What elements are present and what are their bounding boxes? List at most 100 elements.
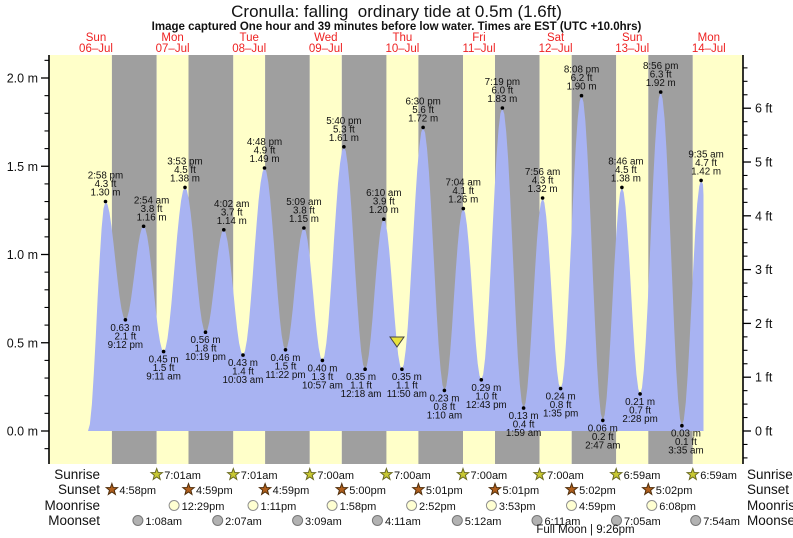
- low-tide-label: 0.56 m: [191, 335, 221, 346]
- moonset-row-label-left: Moonset: [48, 513, 100, 528]
- full-moon-note: Full Moon | 9:26pm: [536, 524, 635, 536]
- high-tide-label: 1.26 m: [448, 195, 478, 206]
- day-label: Wed: [314, 32, 337, 44]
- high-tide-label: 5:40 pm: [326, 116, 361, 127]
- day-label: Sun: [86, 32, 106, 44]
- high-tide-label: 1.61 m: [329, 133, 359, 144]
- sunrise-time: 7:00am: [547, 470, 584, 482]
- low-tide-label: 1.8 ft: [195, 344, 217, 355]
- moonset-icon: [132, 515, 144, 526]
- low-tide-label: 10:19 pm: [185, 352, 226, 363]
- sun-moon-rows: 7:01am 7:01am 7:00am 7:00am 7:00am 7:00am 6:59…: [104, 467, 740, 528]
- sunrise-icon: [379, 467, 394, 481]
- tide-point: [222, 228, 226, 232]
- low-tide-label: 1.0 ft: [475, 391, 497, 402]
- sunrise-row-label-right: Sunrise: [747, 467, 793, 482]
- low-tide-label: 10:57 am: [302, 380, 343, 391]
- tide-point: [283, 348, 288, 352]
- moonset-time: 5:12am: [465, 516, 502, 528]
- high-tide-label: 5.6 ft: [412, 105, 434, 116]
- y-axis-ft-label: 3 ft: [755, 263, 773, 277]
- high-tide-label: 4.7 ft: [695, 158, 717, 169]
- high-tide-label: 1.42 m: [691, 166, 721, 177]
- moonset-time: 7:05am: [624, 516, 661, 528]
- high-tide-label: 3.9 ft: [373, 197, 395, 208]
- low-tide-label: 1:35 pm: [543, 409, 578, 420]
- sunset-time: 5:01pm: [503, 485, 540, 497]
- high-tide-label: 6.2 ft: [571, 73, 593, 84]
- day-label: Mon: [698, 32, 720, 44]
- day-label: Thu: [392, 32, 412, 44]
- tide-points: 2:58 pm4.3 ft1.30 m0.63 m2.1 ft9:12 pm2:…: [88, 61, 724, 457]
- moonrise-icon: [168, 500, 180, 511]
- low-tide-label: 11:22 pm: [265, 370, 305, 381]
- date-label: 14–Jul: [692, 43, 726, 55]
- moonrise-icon: [646, 500, 658, 511]
- tide-point: [183, 185, 187, 190]
- moonrise-time: 1:58pm: [340, 501, 377, 513]
- low-tide-label: 0.35 m: [392, 372, 422, 383]
- low-tide-label: 0.13 m: [509, 411, 539, 422]
- sunrise-icon: [149, 467, 164, 481]
- low-tide-label: 11:50 am: [387, 389, 427, 400]
- high-tide-label: 1.38 m: [611, 173, 641, 184]
- high-tide-label: 1.20 m: [369, 205, 399, 216]
- sunset-time: 5:01pm: [426, 485, 463, 497]
- sunset-time: 4:58pm: [119, 485, 156, 497]
- y-axis-m-label: 1.0 m: [7, 248, 38, 262]
- low-tide-label: 0.63 m: [110, 323, 140, 334]
- tide-point: [302, 226, 306, 230]
- y-axis-m-label: 2.0 m: [7, 72, 38, 86]
- sunset-icon: [411, 482, 426, 496]
- high-tide-label: 1.72 m: [408, 113, 438, 124]
- tide-point: [203, 330, 208, 335]
- y-axis-ft-label: 1 ft: [755, 371, 773, 385]
- tide-point: [620, 185, 624, 190]
- date-label: 10–Jul: [385, 43, 419, 55]
- sunset-icon: [334, 482, 349, 496]
- tide-point: [161, 349, 166, 354]
- high-tide-label: 1.38 m: [170, 173, 200, 184]
- moonrise-time: 12:29pm: [182, 501, 225, 513]
- tide-point: [421, 125, 425, 130]
- high-tide-label: 4.3 ft: [95, 179, 117, 190]
- tide-point: [262, 166, 267, 170]
- high-tide-label: 1.14 m: [217, 216, 247, 227]
- high-tide-label: 6.3 ft: [650, 70, 672, 81]
- tide-point: [540, 196, 545, 200]
- low-tide-label: 0.03 m: [671, 429, 701, 440]
- high-tide-label: 3:53 pm: [167, 156, 202, 167]
- high-tide-label: 9:35 am: [688, 149, 723, 160]
- sunrise-time: 7:00am: [471, 470, 508, 482]
- low-tide-label: 2:47 am: [585, 440, 620, 451]
- low-tide-label: 0.45 m: [149, 355, 179, 366]
- tide-point: [442, 388, 447, 393]
- moonrise-time: 1:11pm: [260, 501, 296, 513]
- tide-point: [500, 106, 505, 110]
- low-tide-label: 0.35 m: [346, 372, 376, 383]
- low-tide-label: 2:28 pm: [622, 414, 657, 425]
- tide-point: [558, 386, 563, 391]
- tide-point: [241, 353, 245, 357]
- low-tide-label: 1.1 ft: [396, 381, 418, 392]
- tide-point: [521, 406, 526, 410]
- low-tide-label: 0.4 ft: [513, 420, 535, 431]
- moonrise-icon: [485, 500, 497, 511]
- moonset-icon: [371, 515, 383, 526]
- tide-point: [141, 224, 146, 229]
- sunset-row-label-right: Sunset: [747, 482, 790, 497]
- low-tide-label: 0.21 m: [625, 397, 655, 408]
- sunset-time: 4:59pm: [196, 485, 233, 497]
- moonset-time: 3:09am: [305, 516, 342, 528]
- sunset-icon: [641, 482, 656, 496]
- high-tide-label: 1.90 m: [567, 82, 597, 93]
- low-tide-label: 0.1 ft: [675, 437, 697, 448]
- y-axis-ft-label: 6 ft: [755, 102, 773, 116]
- low-tide-label: 0.2 ft: [592, 432, 614, 443]
- low-tide-label: 1:59 am: [506, 428, 541, 439]
- moonset-time: 4:11am: [385, 516, 421, 528]
- moonrise-time: 6:08pm: [659, 501, 696, 513]
- high-tide-label: 3.8 ft: [141, 204, 163, 215]
- sunrise-icon: [302, 467, 317, 481]
